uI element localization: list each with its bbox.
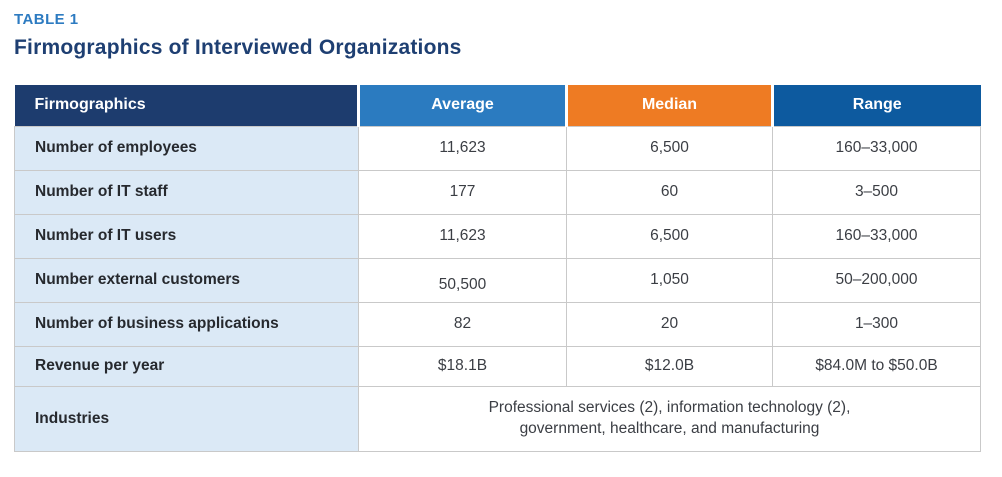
range-value: 50–200,000 [772, 257, 981, 303]
range-value: 1–300 [772, 301, 981, 347]
page-title: Firmographics of Interviewed Organizatio… [14, 36, 462, 59]
table-row: Industries Professional services (2), in… [14, 385, 981, 452]
range-value: 160–33,000 [772, 213, 981, 259]
industries-text: Professional services (2), information t… [488, 398, 851, 437]
table-label: TABLE 1 [14, 11, 79, 28]
average-value: 11,623 [358, 213, 567, 259]
column-header-range: Range [771, 85, 981, 126]
column-header-firmographics: Firmographics [14, 85, 359, 126]
table-row: Number of IT users 11,623 6,500 160–33,0… [14, 213, 981, 259]
table-row: Number external customers 50,500 1,050 5… [14, 257, 981, 303]
average-value: $18.1B [358, 345, 567, 387]
median-value: 60 [566, 169, 773, 215]
row-label: Number of business applications [14, 301, 359, 347]
table-row: Number of employees 11,623 6,500 160–33,… [14, 125, 981, 171]
row-label: Industries [14, 385, 359, 452]
row-label: Number external customers [14, 257, 359, 303]
median-value: 1,050 [566, 257, 773, 303]
table-row: Number of business applications 82 20 1–… [14, 301, 981, 347]
median-value: 6,500 [566, 213, 773, 259]
header-row: Firmographics Average Median Range [14, 85, 981, 126]
average-value: 177 [358, 169, 567, 215]
range-value: 160–33,000 [772, 125, 981, 171]
row-label: Revenue per year [14, 345, 359, 387]
row-label: Number of IT users [14, 213, 359, 259]
firmographics-table: Firmographics Average Median Range Numbe… [14, 85, 981, 452]
row-label: Number of IT staff [14, 169, 359, 215]
median-value: 20 [566, 301, 773, 347]
average-value: 50,500 [358, 257, 567, 303]
median-value: $12.0B [566, 345, 773, 387]
row-label: Number of employees [14, 125, 359, 171]
median-value: 6,500 [566, 125, 773, 171]
range-value: $84.0M to $50.0B [772, 345, 981, 387]
column-header-median: Median [565, 85, 773, 126]
industries-value: Professional services (2), information t… [358, 385, 981, 452]
average-value: 82 [358, 301, 567, 347]
page: TABLE 1 Firmographics of Interviewed Org… [14, 11, 981, 452]
average-value: 11,623 [358, 125, 567, 171]
table-row: Revenue per year $18.1B $12.0B $84.0M to… [14, 345, 981, 387]
range-value: 3–500 [772, 169, 981, 215]
column-header-average: Average [357, 85, 567, 126]
table-row: Number of IT staff 177 60 3–500 [14, 169, 981, 215]
